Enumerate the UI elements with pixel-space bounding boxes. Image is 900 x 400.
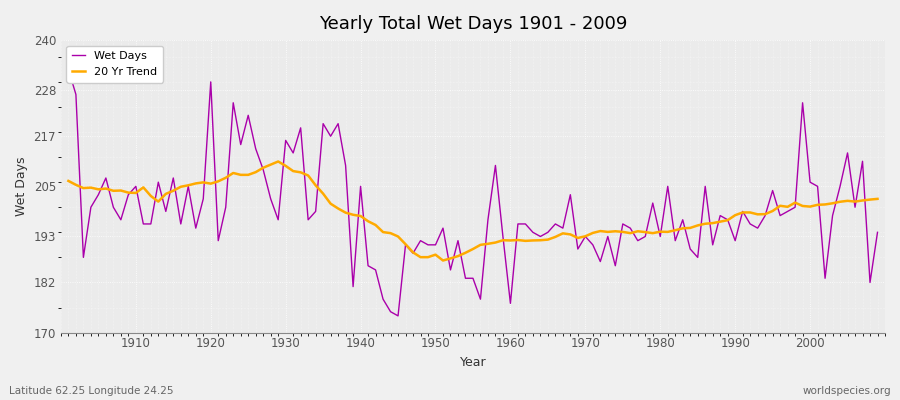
Wet Days: [63, 67, 74, 72]
20 Yr Trend: [273, 159, 284, 164]
Wet Days: [602, 234, 613, 239]
20 Yr Trend: [123, 190, 134, 195]
Wet Days: [288, 150, 299, 155]
20 Yr Trend: [295, 170, 306, 175]
20 Yr Trend: [340, 210, 351, 215]
Wet Days: [333, 121, 344, 126]
20 Yr Trend: [610, 229, 621, 234]
Y-axis label: Wet Days: Wet Days: [15, 156, 28, 216]
Wet Days: [505, 301, 516, 306]
Wet Days: [123, 192, 134, 197]
Wet Days: [872, 230, 883, 235]
Title: Yearly Total Wet Days 1901 - 2009: Yearly Total Wet Days 1901 - 2009: [319, 15, 627, 33]
Wet Days: [512, 222, 523, 226]
Text: worldspecies.org: worldspecies.org: [803, 386, 891, 396]
Wet Days: [392, 314, 403, 318]
Line: 20 Yr Trend: 20 Yr Trend: [68, 162, 878, 260]
20 Yr Trend: [872, 196, 883, 201]
Line: Wet Days: Wet Days: [68, 69, 878, 316]
Legend: Wet Days, 20 Yr Trend: Wet Days, 20 Yr Trend: [67, 46, 163, 82]
20 Yr Trend: [520, 238, 531, 243]
X-axis label: Year: Year: [460, 356, 486, 369]
20 Yr Trend: [63, 178, 74, 183]
20 Yr Trend: [512, 238, 523, 242]
20 Yr Trend: [437, 258, 448, 263]
Text: Latitude 62.25 Longitude 24.25: Latitude 62.25 Longitude 24.25: [9, 386, 174, 396]
